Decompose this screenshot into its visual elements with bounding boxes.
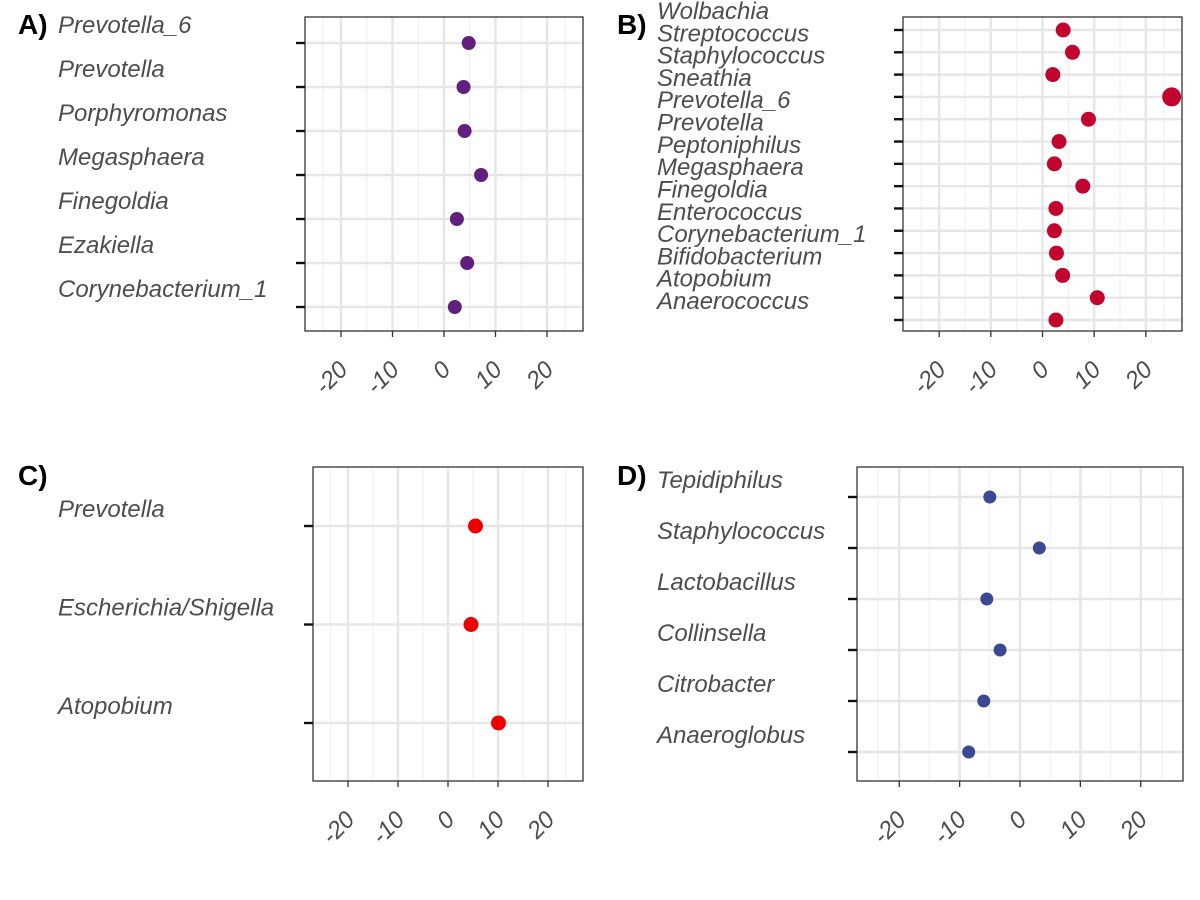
x-tick-label: 20 [521,356,560,395]
data-point [456,80,471,94]
x-tick-label: 0 [1004,806,1033,835]
data-point [1051,134,1067,150]
category-label: Staphylococcus [657,518,825,545]
data-point [1048,245,1064,261]
category-label: Anaeroglobus [655,722,805,749]
data-point [980,592,994,606]
category-label: Bifidobacterium [657,243,822,270]
category-label: Peptoniphilus [657,132,801,159]
data-point [463,617,479,632]
data-point [1080,111,1096,127]
category-label: Citrobacter [657,671,775,698]
category-label: Porphyromonas [58,100,227,127]
category-label: Staphylococcus [657,43,825,70]
data-point [1055,22,1071,38]
x-tick-label: -20 [317,806,361,850]
x-tick-label: -10 [367,806,411,850]
panel-d: D) Tepidiphilus Staphylococcus Lactobacillu… [617,460,1184,850]
data-point [1048,200,1064,216]
category-label: Atopobium [655,266,772,293]
panel-a: A) Prevotella_6 Prevotella Porphyromonas Meg… [18,9,584,400]
panel-b: B) WolbachiaStreptococcusStaphylococcusSn… [617,0,1183,400]
x-tick-label: 0 [432,806,461,835]
data-point [491,715,506,731]
data-point [1048,312,1064,328]
panel-tag: D) [617,460,647,491]
category-label: Finegoldia [58,188,169,215]
category-label: Anaerococcus [655,288,809,315]
data-point [1162,87,1182,107]
data-point [1055,267,1071,283]
x-tick-label: 20 [522,806,561,845]
category-label: Corynebacterium_1 [58,276,267,303]
category-label: Prevotella_6 [657,87,791,114]
data-point [474,168,489,182]
category-label: Corynebacterium_1 [657,221,866,248]
data-point [962,745,976,759]
category-label: Enterococcus [657,199,802,226]
category-label: Escherichia/Shigella [58,595,274,622]
data-point [468,518,483,534]
data-point [1046,223,1062,239]
panel-tag: A) [18,9,48,40]
x-tick-label: 10 [472,806,510,844]
panel-tag: C) [18,460,48,491]
data-point [977,694,991,708]
data-point [1075,178,1091,194]
panel-c: C) Prevotella Escherichia/Shigella Atopobiu… [18,460,584,850]
data-point [1046,156,1062,172]
x-tick-label: -10 [959,356,1003,400]
category-label: Ezakiella [58,232,154,259]
x-tick-label: -20 [310,356,354,400]
x-tick-label: 10 [470,356,508,394]
data-point [1064,44,1080,60]
data-point [1089,290,1105,306]
x-tick-label: 20 [1119,356,1158,395]
category-label: Prevotella [657,110,764,137]
data-point [983,490,997,504]
category-label: Prevotella [58,496,165,523]
category-label: Atopobium [56,693,173,720]
data-point [457,124,472,138]
category-label: Finegoldia [657,176,768,203]
x-tick-label: -20 [868,806,912,850]
data-point [460,256,475,270]
x-tick-label: 20 [1114,806,1153,845]
x-tick-label: 10 [1055,806,1093,844]
category-label: Megasphaera [657,154,804,181]
category-label: Wolbachia [657,0,769,25]
data-point [447,300,462,314]
category-label: Megasphaera [58,144,205,171]
x-tick-label: -20 [908,356,952,400]
x-tick-label: -10 [361,356,405,400]
data-point [449,212,464,226]
data-point [461,36,476,50]
category-label: Tepidiphilus [657,467,783,494]
category-label: Prevotella [58,56,165,83]
x-tick-label: 0 [1026,356,1055,385]
panel-tag: B) [617,9,647,40]
category-label: Prevotella_6 [58,12,192,39]
data-point [1032,541,1046,555]
category-label: Sneathia [657,65,752,92]
x-tick-label: 0 [428,356,457,385]
category-label: Collinsella [657,620,766,647]
x-tick-label: -10 [928,806,972,850]
data-point [1045,67,1061,83]
category-label: Streptococcus [657,20,809,47]
data-point [993,643,1007,657]
category-label: Lactobacillus [657,569,796,596]
x-tick-label: 10 [1068,356,1106,394]
